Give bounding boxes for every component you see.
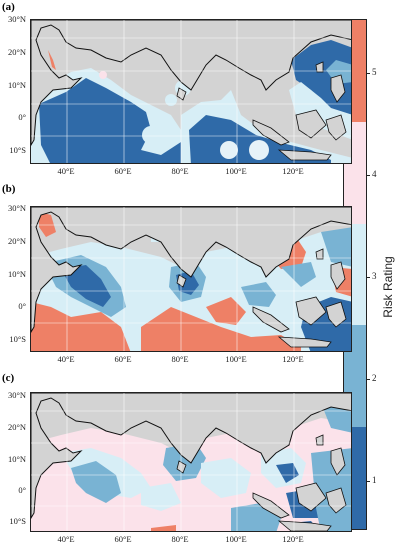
lat-tick-label: 10°N: [7, 269, 26, 279]
lon-tick-label: 60°E: [114, 354, 132, 364]
map-panel-b: [30, 206, 352, 352]
colorbar-tick-label: 3: [372, 271, 377, 281]
lon-tick-label: 100°E: [225, 166, 247, 176]
panel-b: (b) 30°N 20°N 10°N 0° 10°S: [0, 182, 360, 368]
lat-tick-label: 10°S: [9, 145, 26, 155]
lon-tick-label: 80°E: [171, 534, 189, 544]
lon-tick-label: 40°E: [57, 166, 75, 176]
lon-tick-label: 100°E: [225, 534, 247, 544]
lon-tick-label: 80°E: [171, 354, 189, 364]
colorbar-tick-label: 2: [372, 373, 377, 383]
colorbar-tick-mark: [367, 73, 370, 74]
lat-tick-label: 10°S: [9, 516, 26, 526]
lat-tick-label: 20°N: [7, 47, 26, 57]
lat-tick-label: 10°S: [9, 334, 26, 344]
lat-tick-label: 10°N: [7, 80, 26, 90]
lat-tick-label: 30°N: [7, 390, 26, 400]
colorbar-tick-mark: [367, 175, 370, 176]
panel-label: (b): [2, 183, 16, 195]
colorbar-label: Risk Rating: [381, 256, 395, 318]
lon-tick-label: 60°E: [114, 166, 132, 176]
map-panel-c: [30, 392, 352, 532]
colorbar-tick-label: 4: [372, 169, 377, 179]
lat-tick-label: 30°N: [7, 203, 26, 213]
lon-tick-label: 40°E: [57, 534, 75, 544]
lat-tick-label: 20°N: [7, 422, 26, 432]
panel-label: (a): [2, 1, 15, 13]
lat-tick-label: 0°: [18, 301, 26, 311]
lat-tick-label: 0°: [18, 112, 26, 122]
lon-tick-label: 120°E: [282, 354, 304, 364]
lon-tick-label: 100°E: [225, 354, 247, 364]
lon-tick-label: 40°E: [57, 354, 75, 364]
colorbar-tick-label: 5: [372, 67, 377, 77]
lat-tick-label: 10°N: [7, 454, 26, 464]
panel-label: (c): [2, 372, 15, 384]
colorbar-tick-mark: [367, 277, 370, 278]
lat-tick-label: 30°N: [7, 14, 26, 24]
map-panel-a: [30, 19, 352, 164]
panel-c: (c) 30°N 20°N 10°N 0° 10°S: [0, 368, 360, 550]
lon-tick-label: 120°E: [282, 534, 304, 544]
panel-a: (a) 30°N 20°N 10°N 0° 10°S: [0, 0, 360, 182]
colorbar-tick-label: 1: [372, 475, 377, 485]
lon-tick-label: 80°E: [171, 166, 189, 176]
lon-tick-label: 60°E: [114, 534, 132, 544]
lat-tick-label: 0°: [18, 485, 26, 495]
colorbar-tick-mark: [367, 481, 370, 482]
lat-tick-label: 20°N: [7, 236, 26, 246]
colorbar-tick-mark: [367, 379, 370, 380]
lon-tick-label: 120°E: [282, 166, 304, 176]
